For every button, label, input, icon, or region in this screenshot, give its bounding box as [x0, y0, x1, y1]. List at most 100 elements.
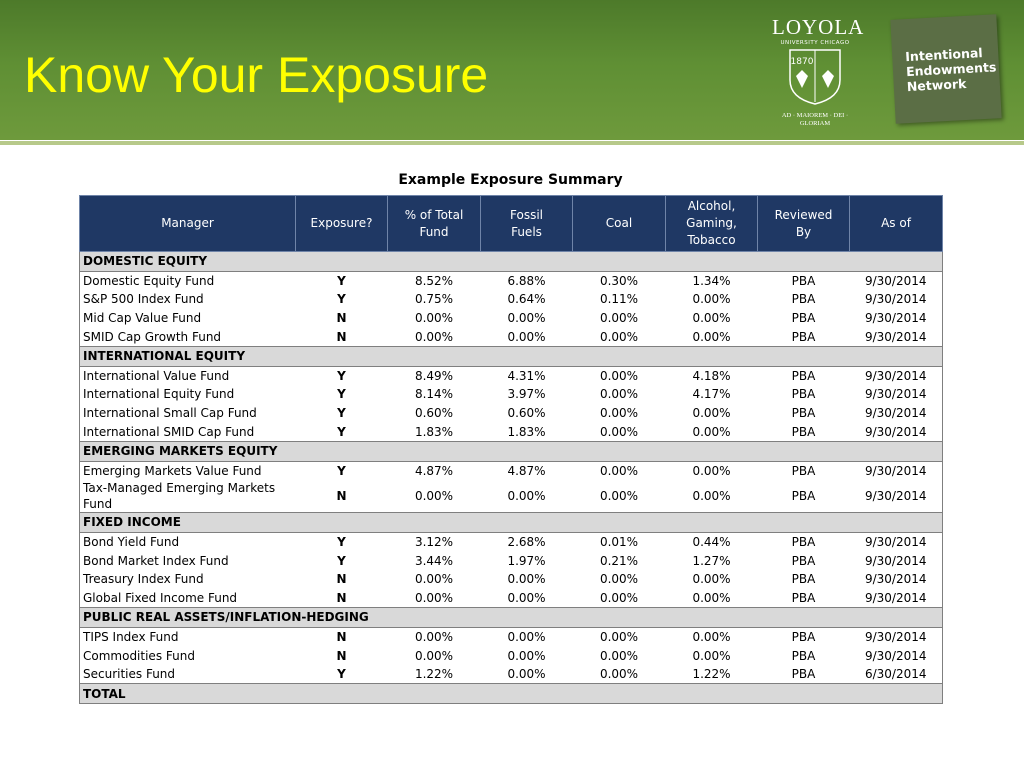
- cell: 9/30/2014: [864, 406, 927, 421]
- cell: 0.00%: [599, 424, 639, 439]
- section-label: EMERGING MARKETS EQUITY: [79, 440, 943, 462]
- cell: Y: [337, 667, 346, 682]
- cell: International Equity Fund: [83, 387, 235, 402]
- cell: 0.44%: [692, 535, 731, 550]
- cell: N: [336, 572, 347, 587]
- cell: 9/30/2014: [864, 424, 927, 439]
- data-row: Global Fixed Income Fund N 0.00% 0.00% 0.00%…: [80, 589, 943, 608]
- cell: 8.49%: [414, 368, 454, 383]
- cell: Y: [337, 368, 346, 383]
- cell: 0.00%: [692, 292, 731, 307]
- cell: 0.00%: [599, 311, 639, 326]
- column-header: Manager: [79, 195, 296, 252]
- section-row: EMERGING MARKETS EQUITY: [79, 440, 943, 462]
- section-row: INTERNATIONAL EQUITY: [79, 345, 943, 367]
- cell: N: [336, 489, 347, 504]
- cell: S&P 500 Index Fund: [83, 292, 204, 307]
- cell: 0.00%: [507, 489, 546, 504]
- cell: Securities Fund: [83, 667, 176, 682]
- cell: Global Fixed Income Fund: [83, 590, 238, 605]
- cell: 9/30/2014: [864, 535, 927, 550]
- cell: 0.00%: [414, 648, 454, 663]
- header-row: Manager Exposure?% of Total Fund Fossil Fu…: [79, 195, 943, 252]
- cell: 0.00%: [692, 311, 731, 326]
- cell: 1.22%: [692, 667, 731, 682]
- cell: PBA: [791, 590, 816, 605]
- data-row: Treasury Index Fund N 0.00% 0.00% 0.00% 0.00%…: [80, 570, 943, 589]
- cell: 4.18%: [692, 368, 731, 383]
- logo-sub: UNIVERSITY CHICAGO: [780, 40, 850, 46]
- cell: 1.27%: [692, 553, 731, 568]
- column-header: Fossil Fuels: [480, 195, 573, 252]
- cell: PBA: [791, 629, 816, 644]
- data-row: S&P 500 Index Fund Y 0.75% 0.64% 0.11% 0.00% P…: [80, 290, 943, 309]
- cell: Y: [337, 387, 346, 402]
- cell: 1.83%: [414, 424, 454, 439]
- cell: 6/30/2014: [864, 667, 927, 682]
- cell: 1.34%: [692, 273, 731, 288]
- data-row: SMID Cap Growth Fund N 0.00% 0.00% 0.00% 0.00…: [80, 327, 943, 346]
- header-rule: [0, 141, 1024, 145]
- cell: Bond Yield Fund: [83, 535, 180, 550]
- section-label: PUBLIC REAL ASSETS/INFLATION-HEDGING: [79, 607, 943, 628]
- cell: 9/30/2014: [864, 387, 927, 402]
- cell: 9/30/2014: [864, 368, 927, 383]
- cell: 4.87%: [414, 463, 454, 478]
- cell: 9/30/2014: [864, 329, 927, 344]
- cell: 0.00%: [507, 629, 546, 644]
- cell: 0.00%: [692, 648, 731, 663]
- cell: International Value Fund: [83, 368, 230, 383]
- section-row: PUBLIC REAL ASSETS/INFLATION-HEDGING: [79, 607, 943, 628]
- cell: 1.83%: [507, 424, 546, 439]
- cell: 9/30/2014: [864, 648, 927, 663]
- cell: 0.00%: [414, 572, 454, 587]
- cell: 2.68%: [507, 535, 546, 550]
- cell: Domestic Equity Fund: [83, 273, 215, 288]
- data-row: Emerging Markets Value Fund Y 4.87% 4.87% 0.…: [80, 461, 943, 480]
- cell: Y: [337, 406, 346, 421]
- cell: 0.00%: [414, 629, 454, 644]
- cell: PBA: [791, 368, 816, 383]
- data-row: International Equity Fund Y 8.14% 3.97% 0.00…: [80, 385, 943, 404]
- cell: 0.00%: [414, 489, 454, 504]
- cell: 9/30/2014: [864, 553, 927, 568]
- data-row: TIPS Index Fund N 0.00% 0.00% 0.00% 0.00% PBA 9…: [80, 627, 943, 646]
- column-header: As of: [849, 195, 943, 252]
- cell: Y: [337, 424, 346, 439]
- data-row: International Small Cap Fund Y 0.60% 0.60% 0…: [80, 404, 943, 423]
- cell: International Small Cap Fund: [83, 406, 257, 421]
- cell: 0.00%: [599, 629, 639, 644]
- cell: 9/30/2014: [864, 273, 927, 288]
- column-header: Coal: [572, 195, 666, 252]
- cell: 3.97%: [507, 387, 546, 402]
- cell: 8.14%: [414, 387, 454, 402]
- cell: 0.00%: [507, 329, 546, 344]
- ien-logo: Intentional Endowments Network: [890, 14, 1002, 124]
- cell: N: [336, 329, 347, 344]
- section-row: FIXED INCOME: [79, 512, 943, 533]
- cell: 0.00%: [599, 387, 639, 402]
- cell: 0.00%: [414, 311, 454, 326]
- cell: Y: [337, 553, 346, 568]
- cell: 0.00%: [507, 667, 546, 682]
- total-row: TOTAL: [79, 683, 943, 705]
- data-row: Tax-Managed Emerging Markets Fund N 0.00% 0…: [80, 480, 943, 513]
- data-row: Securities Fund Y 1.22% 0.00% 0.00% 1.22% PBA 6…: [80, 665, 943, 684]
- cell: International SMID Cap Fund: [83, 424, 255, 439]
- data-row: International Value Fund Y 8.49% 4.31% 0.00%…: [80, 366, 943, 385]
- cell: 9/30/2014: [864, 489, 927, 504]
- cell: PBA: [791, 273, 816, 288]
- column-header: Reviewed By: [757, 195, 850, 252]
- column-header: % of Total Fund: [387, 195, 481, 252]
- cell: 4.87%: [507, 463, 546, 478]
- logo-motto: AD · MAIOREM · DEI · GLORIAM: [781, 112, 849, 127]
- cell: 1.22%: [414, 667, 454, 682]
- cell: 0.00%: [599, 667, 639, 682]
- data-row: Bond Market Index Fund Y 3.44% 1.97% 0.21% 1.…: [80, 551, 943, 570]
- table-body: DOMESTIC EQUITY Domestic Equity Fund Y 8.52…: [79, 251, 943, 705]
- cell: SMID Cap Growth Fund: [83, 329, 222, 344]
- cell: PBA: [791, 648, 816, 663]
- cell: 0.00%: [599, 572, 639, 587]
- data-row: International SMID Cap Fund Y 1.83% 1.83% 0.…: [80, 422, 943, 441]
- cell: PBA: [791, 329, 816, 344]
